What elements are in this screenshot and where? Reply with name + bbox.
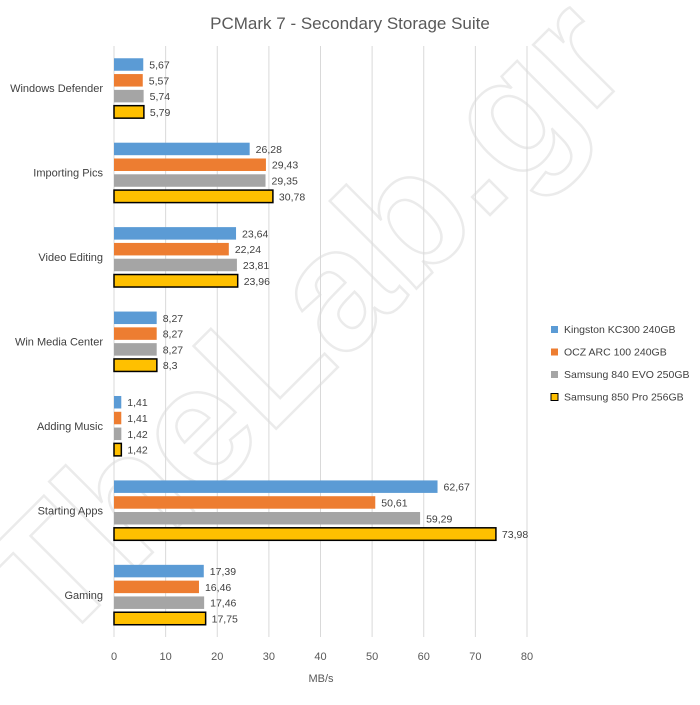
legend-label: Kingston KC300 240GB xyxy=(564,324,676,336)
x-tick-label: 70 xyxy=(469,651,481,663)
bar xyxy=(114,580,199,594)
bar xyxy=(113,611,207,626)
data-label: 23,64 xyxy=(242,228,268,240)
data-label: 5,74 xyxy=(150,91,171,103)
data-label: 8,3 xyxy=(163,360,178,372)
bars xyxy=(113,58,497,626)
x-axis-title: MB/s xyxy=(308,673,334,685)
data-label: 1,41 xyxy=(127,413,148,425)
legend-swatch xyxy=(550,393,559,401)
category-label: Gaming xyxy=(64,590,103,602)
legend-swatch xyxy=(551,348,558,356)
data-label: 17,39 xyxy=(210,566,236,578)
data-label: 8,27 xyxy=(163,344,184,356)
data-labels: 5,67 5,57 5,74 5,79 26,28 29,43 29,35 30,78 23,6… xyxy=(127,60,528,626)
bar xyxy=(114,411,122,425)
category-label: Video Editing xyxy=(38,252,103,264)
legend-swatch xyxy=(551,371,558,378)
bar xyxy=(114,395,122,409)
data-label: 23,81 xyxy=(243,260,269,272)
data-label: 17,46 xyxy=(210,598,236,610)
bar xyxy=(113,358,158,373)
bar xyxy=(113,104,145,119)
bar xyxy=(113,189,274,204)
bar xyxy=(114,58,144,71)
chart-title: PCMark 7 - Secondary Storage Suite xyxy=(210,14,490,33)
category-label: Importing Pics xyxy=(33,168,103,180)
x-tick-label: 20 xyxy=(211,651,223,663)
bar xyxy=(114,227,237,240)
bar xyxy=(114,343,157,356)
x-tick-label: 0 xyxy=(111,651,117,663)
legend-label: Samsung 840 EVO 250GB xyxy=(564,369,690,381)
bar xyxy=(114,242,229,256)
bar xyxy=(114,74,143,87)
legend-label: OCZ ARC 100 240GB xyxy=(564,347,667,359)
bar xyxy=(114,142,250,156)
legend-label: Samsung 850 Pro 256GB xyxy=(564,392,684,404)
bar xyxy=(114,512,421,525)
bar xyxy=(113,273,239,288)
legend: Kingston KC300 240GB OCZ ARC 100 240GB Sam… xyxy=(550,324,690,404)
data-label: 50,61 xyxy=(381,497,407,509)
data-label: 5,57 xyxy=(149,75,170,87)
data-label: 1,42 xyxy=(127,445,148,457)
bar xyxy=(114,496,376,509)
data-label: 22,24 xyxy=(235,244,261,256)
data-label: 59,29 xyxy=(426,513,452,525)
x-tick-label: 40 xyxy=(314,651,326,663)
bar xyxy=(114,596,205,609)
bar xyxy=(114,174,266,187)
data-label: 23,96 xyxy=(244,276,270,288)
bar xyxy=(113,527,497,542)
category-label: Adding Music xyxy=(37,421,104,433)
data-label: 5,67 xyxy=(149,60,170,72)
bar xyxy=(114,480,438,493)
bar xyxy=(114,327,157,340)
data-label: 16,46 xyxy=(205,582,231,594)
data-label: 17,75 xyxy=(212,613,238,625)
bar xyxy=(114,427,122,441)
bar xyxy=(114,258,237,272)
x-tick-label: 60 xyxy=(418,651,430,663)
bar xyxy=(114,158,266,171)
x-tick-label: 10 xyxy=(160,651,172,663)
data-label: 5,79 xyxy=(150,107,171,119)
bar xyxy=(114,564,204,578)
bar xyxy=(113,442,123,457)
category-label: Win Media Center xyxy=(15,337,103,349)
x-tick-labels: 0 10 20 30 40 50 60 70 80 xyxy=(111,651,533,663)
data-label: 1,41 xyxy=(127,397,148,409)
data-label: 62,67 xyxy=(444,482,470,494)
data-label: 30,78 xyxy=(279,191,305,203)
data-label: 26,28 xyxy=(256,144,282,156)
bar xyxy=(114,89,144,103)
data-label: 8,27 xyxy=(163,313,184,325)
data-label: 1,42 xyxy=(127,429,148,441)
x-tick-label: 30 xyxy=(263,651,275,663)
x-tick-label: 80 xyxy=(521,651,533,663)
data-label: 73,98 xyxy=(502,529,528,541)
legend-swatch xyxy=(551,326,558,333)
data-label: 29,35 xyxy=(272,176,298,188)
category-label: Windows Defender xyxy=(10,83,103,95)
bar xyxy=(114,311,157,325)
x-tick-label: 50 xyxy=(366,651,378,663)
category-labels: Windows Defender Importing Pics Video Edit… xyxy=(10,83,103,602)
data-label: 29,43 xyxy=(272,160,298,172)
category-label: Starting Apps xyxy=(38,505,104,517)
data-label: 8,27 xyxy=(163,329,184,341)
